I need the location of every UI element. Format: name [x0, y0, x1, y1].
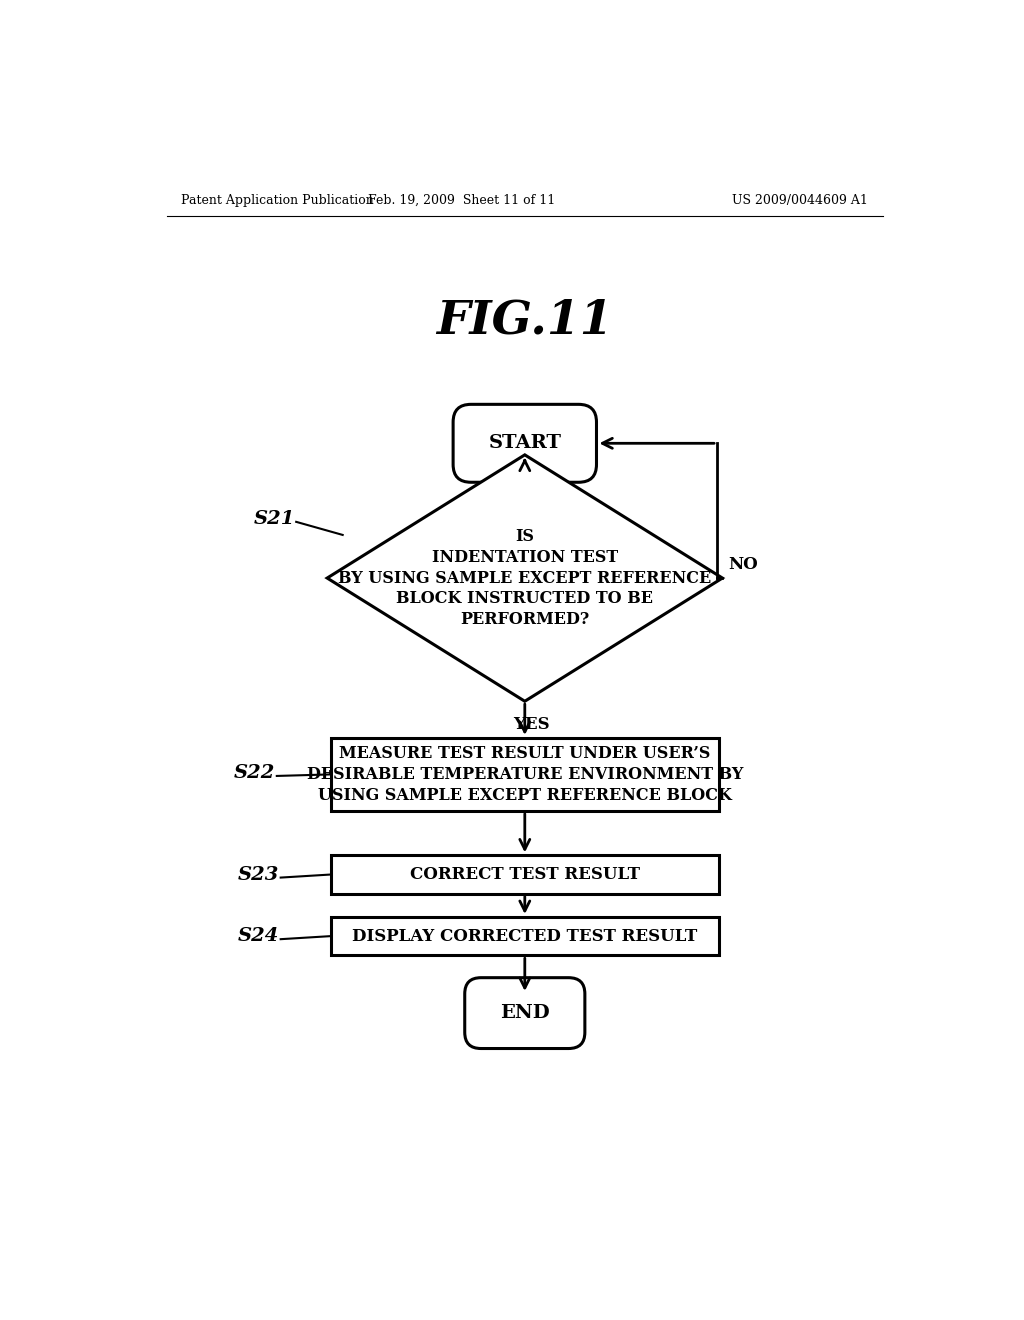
Text: S22: S22 — [233, 764, 275, 781]
Text: START: START — [488, 434, 561, 453]
Text: FIG.11: FIG.11 — [436, 297, 613, 343]
Text: MEASURE TEST RESULT UNDER USER’S
DESIRABLE TEMPERATURE ENVIRONMENT BY
USING SAMP: MEASURE TEST RESULT UNDER USER’S DESIRAB… — [306, 744, 743, 804]
Text: IS
INDENTATION TEST
BY USING SAMPLE EXCEPT REFERENCE
BLOCK INSTRUCTED TO BE
PERF: IS INDENTATION TEST BY USING SAMPLE EXCE… — [338, 528, 712, 628]
Bar — [331, 855, 719, 894]
Text: Patent Application Publication: Patent Application Publication — [180, 194, 374, 207]
Text: Feb. 19, 2009  Sheet 11 of 11: Feb. 19, 2009 Sheet 11 of 11 — [368, 194, 555, 207]
Text: S24: S24 — [238, 927, 280, 945]
Text: END: END — [500, 1005, 550, 1022]
Bar — [331, 738, 719, 810]
Text: CORRECT TEST RESULT: CORRECT TEST RESULT — [410, 866, 640, 883]
Text: NO: NO — [729, 556, 759, 573]
Text: YES: YES — [513, 715, 549, 733]
Polygon shape — [328, 455, 722, 701]
Text: S23: S23 — [238, 866, 280, 883]
Text: S21: S21 — [253, 510, 295, 528]
Text: US 2009/0044609 A1: US 2009/0044609 A1 — [732, 194, 868, 207]
Bar — [331, 917, 719, 956]
FancyBboxPatch shape — [465, 978, 585, 1048]
FancyBboxPatch shape — [453, 404, 597, 482]
Text: DISPLAY CORRECTED TEST RESULT: DISPLAY CORRECTED TEST RESULT — [352, 928, 697, 945]
